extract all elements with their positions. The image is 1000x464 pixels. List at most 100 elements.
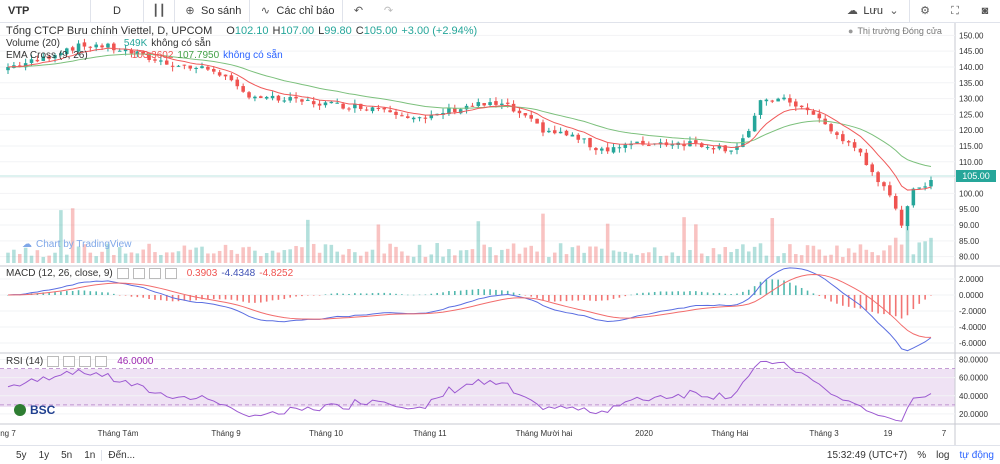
macd-histogram-bar [612, 295, 615, 299]
volume-bar [564, 254, 569, 263]
volume-bar [682, 217, 686, 263]
macd-settings-box[interactable] [132, 268, 145, 279]
ohlc-c: C105.00 [355, 25, 398, 37]
macd-histogram-bar [689, 291, 691, 295]
candle-body [776, 98, 780, 102]
volume-bar [688, 249, 692, 263]
candle-body [306, 99, 310, 101]
volume-bar [870, 252, 874, 263]
volume-bar [70, 208, 75, 263]
macd-histogram-bar [271, 295, 274, 301]
compare-button[interactable]: ⊕ So sánh [175, 0, 251, 22]
price-axis-label: 130.00 [959, 95, 984, 104]
chart-type-button[interactable]: ┃┃ [144, 0, 175, 22]
macd-histogram-bar [424, 294, 427, 296]
ohlc-o: O102.10 [226, 25, 269, 37]
candle-body [405, 116, 410, 118]
volume-bar [112, 254, 116, 263]
volume-bar [194, 247, 198, 263]
volume-bar [100, 251, 104, 263]
save-button[interactable]: ☁ Lưu ⌄ [837, 0, 910, 22]
cloud-icon: ☁ [846, 5, 858, 17]
price-axis-label: 95.00 [959, 205, 980, 214]
volume-bar [82, 244, 87, 263]
macd-histogram-bar [548, 295, 550, 302]
macd-histogram-bar [230, 295, 233, 300]
macd-histogram-bar [900, 295, 903, 319]
compare-plus-icon: ⊕ [185, 5, 195, 17]
macd-histogram-bar [259, 295, 262, 303]
chart-svg[interactable]: 150.00 145.00 140.00 135.00 130.00 125.00 120.… [0, 23, 1000, 446]
macd-value-3: -4.8252 [259, 268, 294, 279]
range-1y[interactable]: 1y [38, 449, 50, 461]
goto-button[interactable]: Đến... [101, 449, 141, 461]
redo-button[interactable]: ↷ [373, 0, 403, 22]
volume-bar [588, 246, 592, 263]
macd-histogram-bar [653, 291, 656, 295]
candle-body [188, 65, 193, 69]
macd-histogram-bar [307, 295, 309, 296]
candle-body [276, 95, 281, 101]
macd-histogram-bar [118, 295, 121, 296]
macd-histogram-bar [512, 292, 515, 295]
interval-button[interactable]: D [91, 0, 144, 22]
macd-close-box[interactable] [148, 268, 161, 279]
tv-watermark[interactable]: ☁ Chart by TradingView [22, 239, 131, 250]
volume-bar [217, 250, 222, 263]
auto-button[interactable]: tự động [959, 449, 995, 461]
macd-histogram-bar [265, 295, 268, 302]
candle-body [429, 114, 434, 119]
rsi-close-box[interactable] [79, 356, 92, 367]
range-1n[interactable]: 1n [84, 449, 96, 461]
macd-histogram-bar [177, 295, 180, 302]
macd-histogram-bar [336, 293, 339, 295]
macd-histogram-bar [160, 295, 162, 301]
macd-histogram-bar [506, 290, 509, 295]
range-5n[interactable]: 5n [61, 449, 73, 461]
log-button[interactable]: log [936, 449, 950, 461]
candle-body [382, 107, 387, 110]
time-axis-label: 19 [884, 429, 893, 438]
chart-area[interactable]: 150.00 145.00 140.00 135.00 130.00 125.00 120.… [0, 23, 1000, 464]
candle-body [588, 137, 592, 148]
candle-body [782, 97, 786, 100]
volume-bar [300, 247, 304, 263]
candle-body [253, 96, 257, 99]
pct-button[interactable]: % [917, 449, 927, 461]
candle-body [764, 99, 769, 102]
settings-button[interactable]: ⚙ [910, 0, 940, 22]
candle-body [647, 145, 651, 147]
indicators-label: Các chỉ báo [276, 5, 335, 17]
right-tools: ☁ Lưu ⌄ ⚙ ⛶ ◙ [837, 0, 1000, 22]
volume-bar [776, 256, 780, 263]
volume-bar [135, 253, 140, 263]
macd-histogram-bar [671, 291, 674, 295]
bsc-logo-text: BSC [30, 403, 56, 417]
candle-body [241, 86, 245, 92]
candle-body [29, 59, 34, 63]
volume-bar [88, 252, 93, 263]
macd-histogram-bar [571, 295, 574, 301]
rsi-eye-box[interactable] [47, 356, 60, 367]
macd-histogram-bar [630, 294, 632, 296]
volume-bar [629, 253, 633, 263]
symbol-button[interactable]: VTP [0, 0, 91, 22]
price-axis-label: 100.00 [959, 189, 984, 198]
price-axis-label: 110.00 [959, 158, 983, 167]
fullscreen-button[interactable]: ⛶ [940, 0, 970, 22]
macd-histogram-bar [154, 295, 156, 300]
macd-histogram-bar [583, 295, 585, 301]
indicators-button[interactable]: ∿ Các chỉ báo [250, 0, 344, 22]
macd-more-box[interactable] [164, 268, 177, 279]
undo-button[interactable]: ↶ [343, 0, 373, 22]
main-legend: Tổng CTCP Bưu chính Viettel, D, UPCOM O1… [6, 25, 477, 37]
rsi-settings-box[interactable] [63, 356, 76, 367]
rsi-more-box[interactable] [95, 356, 108, 367]
macd-eye-box[interactable] [116, 268, 129, 279]
snapshot-button[interactable]: ◙ [970, 0, 1000, 22]
range-5y[interactable]: 5y [16, 449, 27, 461]
macd-histogram-bar [248, 295, 250, 303]
redo-icon: ↷ [383, 5, 394, 17]
candle-body [270, 95, 275, 99]
volume-bar [547, 256, 551, 263]
